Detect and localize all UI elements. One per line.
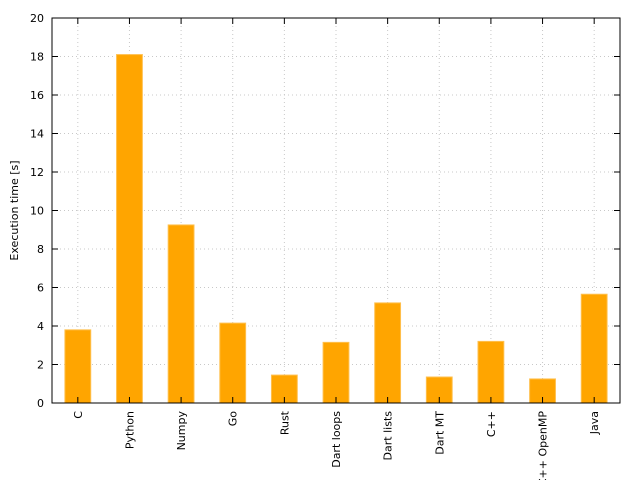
y-tick-label: 2	[37, 359, 44, 372]
x-tick-label: Go	[227, 411, 240, 427]
x-tick-label: Java	[588, 411, 601, 435]
bar-c	[64, 329, 92, 404]
y-tick-label: 12	[30, 166, 44, 179]
x-tick-label: Dart lists	[382, 411, 395, 461]
x-tick-label: Numpy	[175, 411, 188, 451]
bar-java	[580, 293, 608, 404]
y-tick-label: 8	[37, 243, 44, 256]
bar-dart-loops	[322, 341, 350, 404]
y-tick-label: 18	[30, 51, 44, 64]
bars	[64, 54, 608, 404]
y-tick-label: 6	[37, 282, 44, 295]
x-tick-label: C++	[485, 411, 498, 437]
y-axis-label: Execution time [s]	[8, 160, 21, 260]
y-tick-label: 4	[37, 320, 44, 333]
x-tick-label: C	[72, 411, 85, 419]
bar-go	[219, 322, 247, 404]
bar-numpy	[167, 224, 195, 404]
y-tick-label: 20	[30, 12, 44, 25]
x-tick-label: Python	[123, 411, 136, 449]
x-axis-ticks: C Python Numpy Go Rust Dart loops Dart lists Da…	[72, 18, 601, 480]
y-tick-label: 16	[30, 89, 44, 102]
x-tick-label: Dart loops	[330, 411, 343, 468]
x-tick-label: Rust	[278, 410, 291, 435]
bar-python	[116, 54, 143, 404]
bar-dart-lists	[374, 302, 402, 404]
x-tick-label: C++ OpenMP	[537, 411, 550, 480]
y-tick-label: 0	[37, 397, 44, 410]
x-tick-label: Dart MT	[433, 411, 446, 455]
y-tick-label: 14	[30, 128, 44, 141]
bar-c-	[477, 340, 505, 404]
y-axis-ticks: 0 2 4 6 8 10 12 14 16 18 20	[30, 12, 620, 410]
y-tick-label: 10	[30, 205, 44, 218]
